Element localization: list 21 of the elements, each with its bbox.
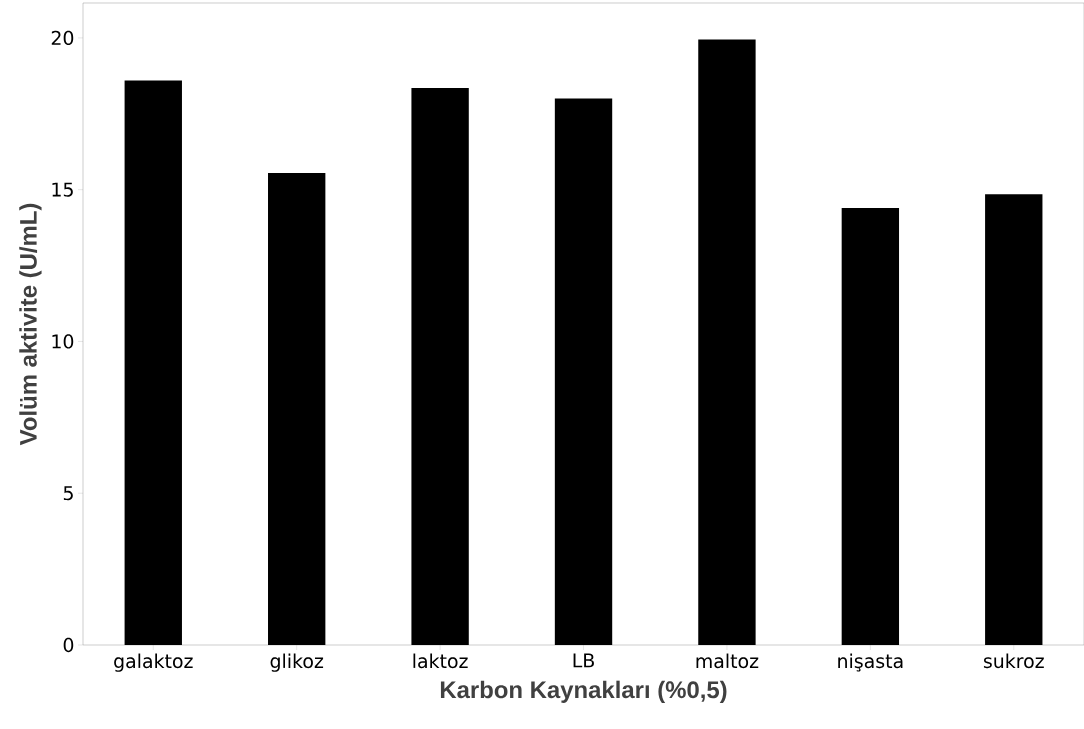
y-tick-label: 10 bbox=[52, 334, 74, 349]
bar bbox=[124, 80, 182, 645]
y-axis-title: Volüm aktivite (U/mL) bbox=[19, 203, 42, 446]
y-tick-label: 5 bbox=[63, 486, 73, 501]
bar bbox=[268, 172, 326, 645]
x-tick-label: sukroz bbox=[983, 653, 1044, 669]
y-tick-label: 20 bbox=[51, 30, 74, 46]
x-axis-title: Karbon Kaynakları (%0,5) bbox=[440, 680, 727, 703]
bar bbox=[411, 87, 469, 645]
x-tick-label: laktoz bbox=[413, 653, 468, 669]
bar bbox=[554, 98, 613, 645]
y-tick-label: 15 bbox=[52, 182, 73, 197]
x-tick-label: nişasta bbox=[838, 653, 903, 672]
bar bbox=[841, 207, 900, 645]
x-tick-label: galaktoz bbox=[114, 653, 193, 672]
bar bbox=[698, 39, 756, 645]
x-tick-label: glikoz bbox=[270, 653, 324, 672]
x-tick-label: maltoz bbox=[696, 653, 759, 669]
x-tick-label: LB bbox=[573, 653, 594, 668]
y-tick-label: 0 bbox=[63, 637, 74, 653]
bar bbox=[985, 194, 1043, 645]
